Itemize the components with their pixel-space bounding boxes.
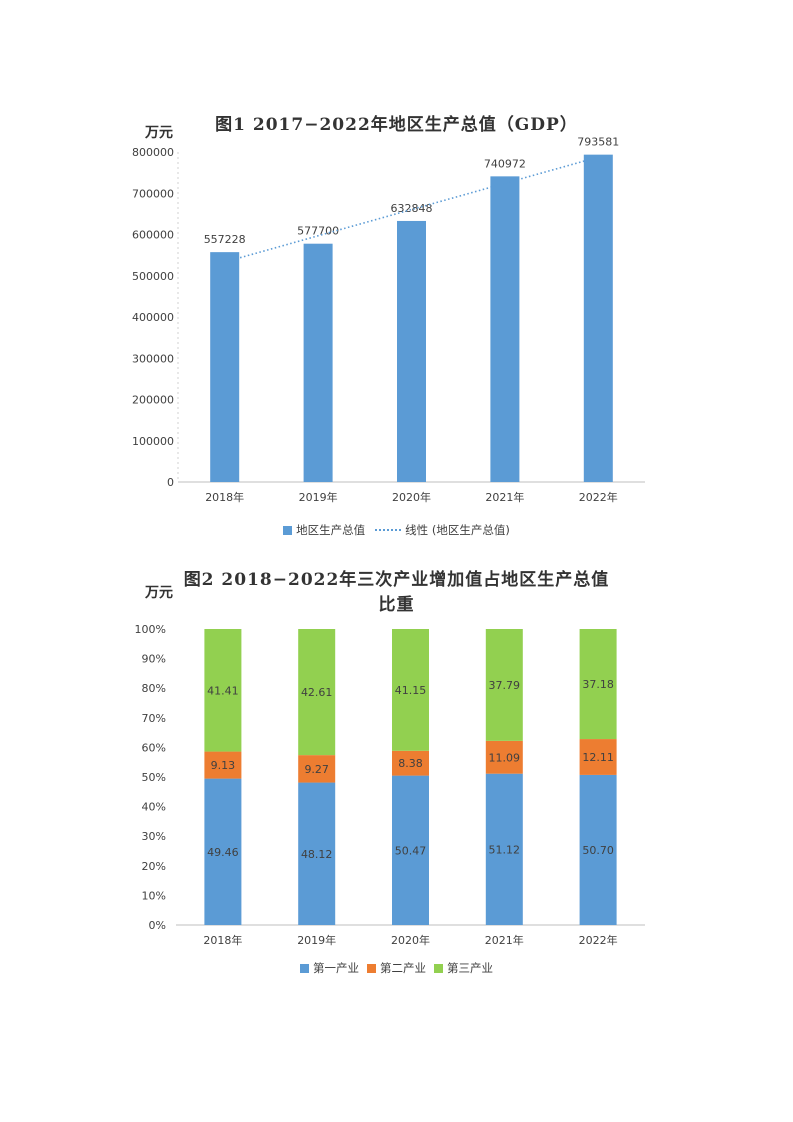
chart2-bar-segment [298,755,336,783]
chart1-legend-swatch-gdp [283,525,293,535]
chart2-bar-segment [204,778,242,925]
chart2-x-tick-label: 2019年 [297,933,336,947]
chart2-legend-item-secondary: 第二产业 [367,960,426,976]
chart1-y-tick-label: 800000 [132,146,174,159]
chart2-data-label: 51.12 [489,843,521,856]
chart2-y-tick-label: 10% [142,889,166,902]
chart2-data-label: 9.27 [304,763,329,776]
chart1-title: 图1 2017−2022年地区生产总值（GDP） [215,115,578,135]
chart1-data-label: 632848 [391,202,433,215]
chart1-y-tick-label: 100000 [132,435,174,448]
chart1-legend: 地区生产总值 线性 (地区生产总值) [0,522,793,538]
chart1-y-tick-label: 600000 [132,229,174,242]
chart2-bar-segment [204,751,242,779]
chart2-data-label: 11.09 [489,751,521,764]
chart2-y-tick-label: 0% [149,919,166,932]
chart2-y-tick-label: 70% [142,712,166,725]
chart1-data-label: 577700 [297,225,339,238]
chart2-bar-segment [204,629,242,752]
chart2-bar-segment [392,750,429,776]
chart2-data-label: 48.12 [301,848,333,861]
chart1-bar [490,176,520,482]
chart2-bar-segment [485,740,523,774]
chart2-y-tick-label: 40% [142,801,166,814]
chart2-bar-segment [485,773,523,925]
chart1-y-tick-label: 500000 [132,270,174,283]
chart2-legend-swatch-primary [300,963,309,973]
chart2-y-tick-label: 90% [142,653,166,666]
chart2-data-label: 37.18 [582,678,614,691]
chart1-y-tick-label: 0 [167,476,174,489]
chart1-trendline [224,156,599,263]
chart1-bar [210,252,240,482]
chart2-data-label: 49.46 [207,846,239,859]
chart2-data-label: 50.47 [395,844,427,857]
chart2-x-tick-label: 2022年 [579,933,618,947]
chart2-bar-segment [485,629,523,741]
chart2-title: 图2 2018−2022年三次产业增加值占地区生产总值 [183,570,610,590]
chart2-x-tick-label: 2021年 [485,933,524,947]
chart2-data-label: 42.61 [301,686,333,699]
chart1-data-label: 557228 [204,233,246,246]
chart1-y-tick-label: 300000 [132,352,174,365]
chart1-data-label: 793581 [577,136,619,149]
chart2-y-tick-label: 20% [142,860,166,873]
chart2-bar-segment [392,629,429,751]
chart2-y-tick-label: 80% [142,682,166,695]
chart2-bar-segment [579,739,617,775]
chart1-x-tick-label: 2022年 [579,490,618,504]
chart1-bar [397,220,426,482]
chart2-legend-item-tertiary: 第三产业 [434,960,493,976]
chart2-data-label: 12.11 [582,751,614,764]
chart1-bar [583,154,613,483]
chart1-x-tick-label: 2018年 [205,490,244,504]
chart2-legend-label-secondary: 第二产业 [380,961,426,975]
chart2-y-tick-label: 30% [142,830,166,843]
chart1-legend-label-gdp: 地区生产总值 [296,523,366,537]
chart2-data-label: 37.79 [489,679,521,692]
chart2-x-tick-label: 2018年 [203,933,242,947]
chart1-x-tick-label: 2020年 [392,490,431,504]
chart1-y-tick-label: 200000 [132,394,174,407]
chart2-legend-swatch-tertiary [434,963,443,973]
chart2-legend-item-primary: 第一产业 [300,960,359,976]
chart1-legend-label-trend: 线性 (地区生产总值) [405,523,510,537]
chart2-unit-label: 万元 [145,585,173,601]
chart2-legend-label-tertiary: 第三产业 [447,961,493,975]
chart2-data-label: 50.70 [582,844,614,857]
chart2-data-label: 9.13 [211,759,236,772]
chart2-legend-label-primary: 第一产业 [313,961,359,975]
chart2-legend: 第一产业 第二产业 第三产业 [0,960,793,976]
chart1-unit-label: 万元 [145,125,173,141]
chart1-bar [303,243,333,482]
chart1-y-tick-label: 700000 [132,187,174,200]
chart2-y-tick-label: 50% [142,771,166,784]
chart2-y-tick-label: 100% [135,623,166,636]
chart1-data-label: 740972 [484,157,526,170]
chart2-bar-segment [298,629,336,756]
chart1-y-tick-label: 400000 [132,311,174,324]
chart2-data-label: 41.15 [395,684,427,697]
chart1-legend-item-gdp: 地区生产总值 [283,522,365,538]
chart1-x-tick-label: 2021年 [485,490,524,504]
chart2-bar-segment [579,629,617,740]
chart2-x-tick-label: 2020年 [391,933,430,947]
chart2-title-line2: 比重 [378,595,415,615]
chart1-x-tick-label: 2019年 [299,490,338,504]
chart2-legend-swatch-secondary [367,963,376,973]
chart1-legend-item-trend: 线性 (地区生产总值) [375,522,510,538]
chart2-data-label: 8.38 [398,757,423,770]
chart2-bar-segment [298,782,336,925]
chart2-y-tick-label: 60% [142,741,166,754]
chart2-bar-segment [579,774,617,925]
chart2-data-label: 41.41 [207,684,239,697]
chart1-legend-dotline [375,529,402,531]
chart2-bar-segment [392,775,429,925]
